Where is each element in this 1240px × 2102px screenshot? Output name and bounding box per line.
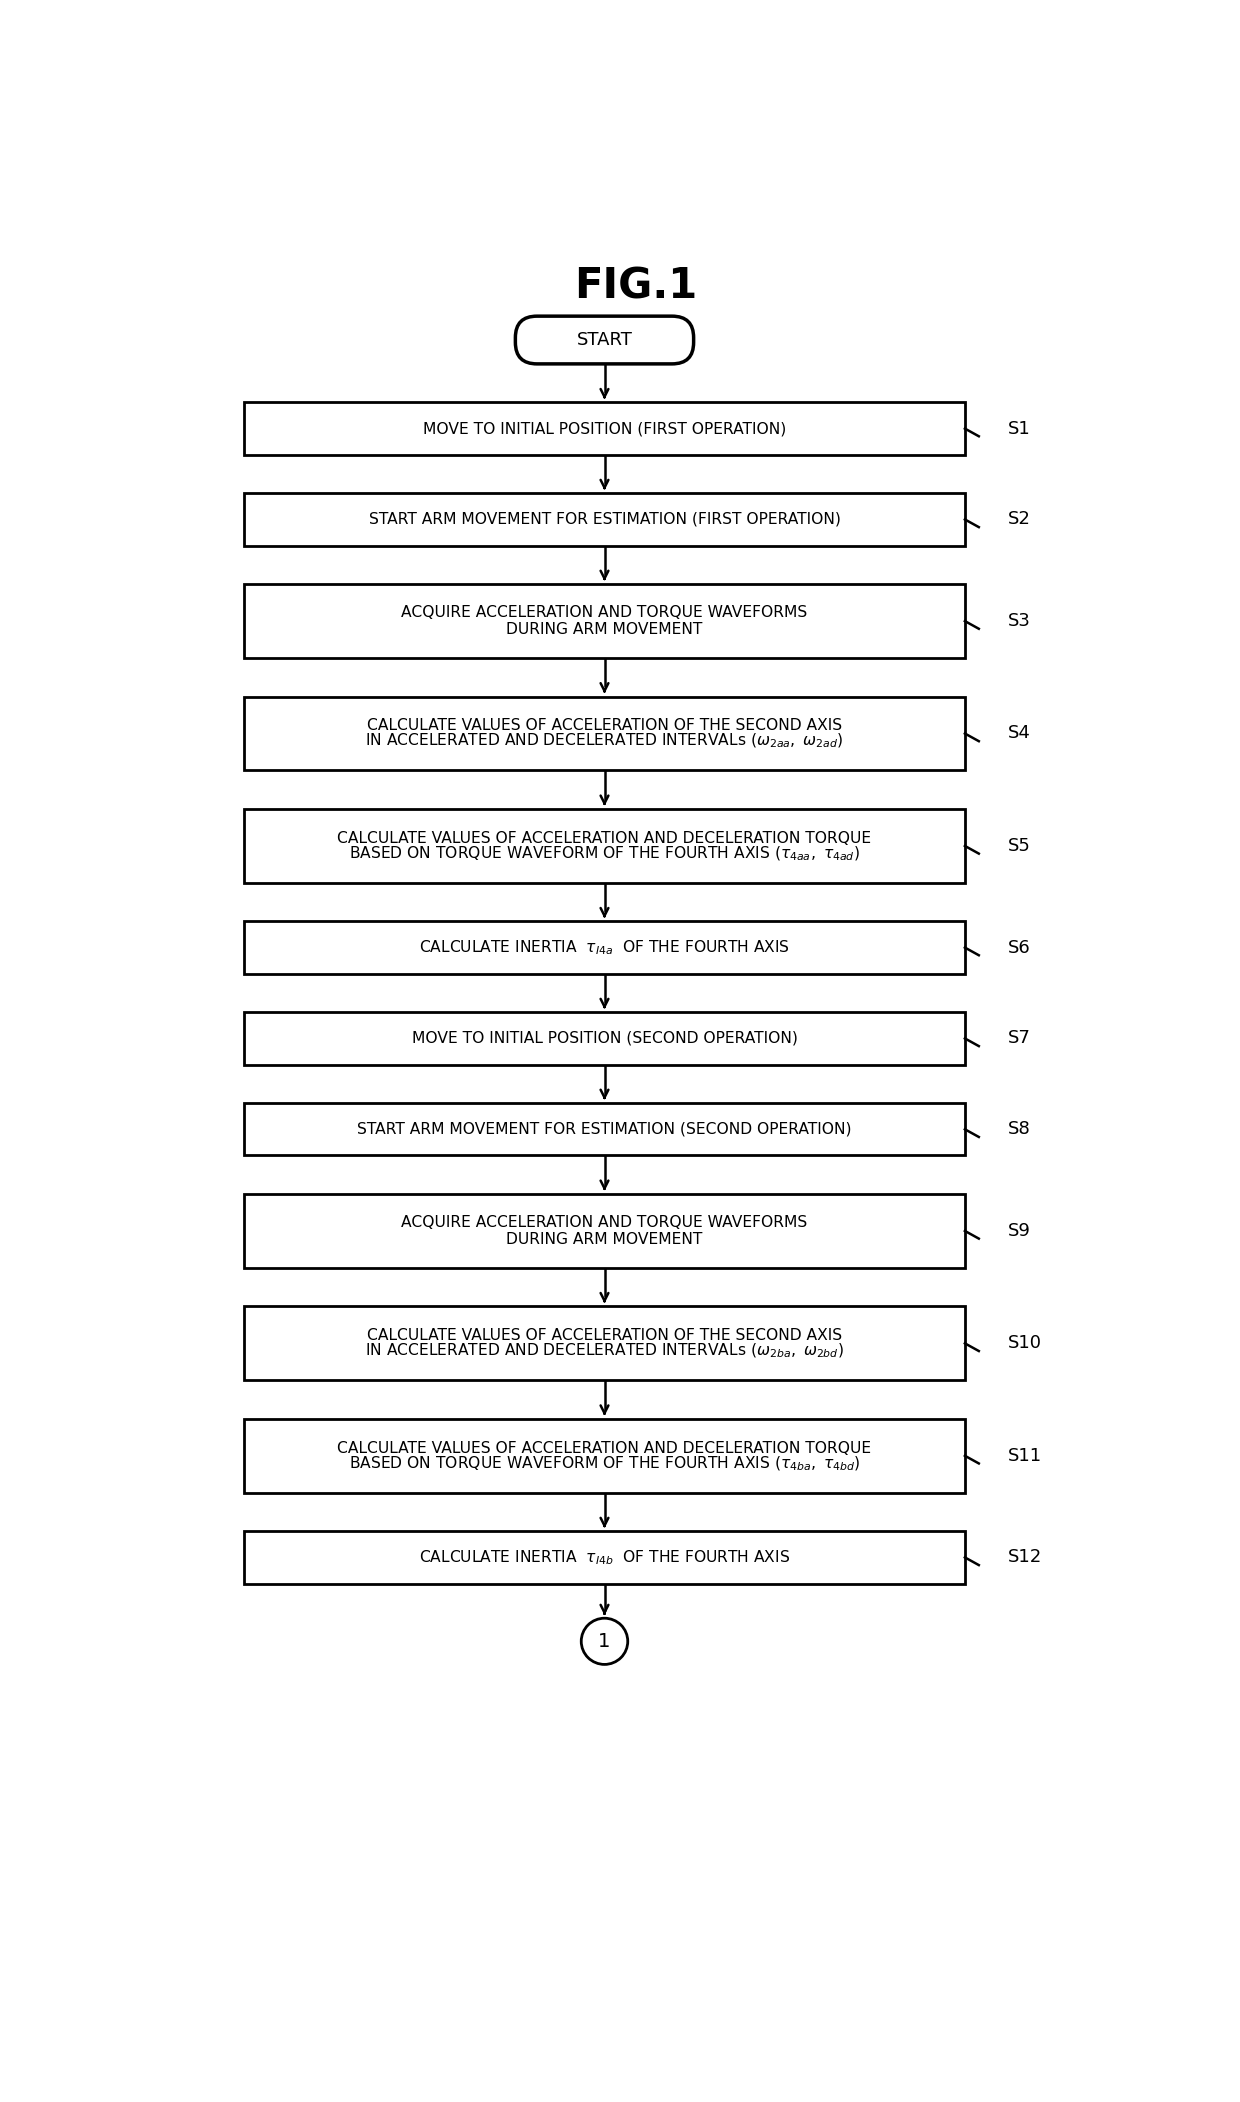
Bar xyxy=(244,1104,965,1156)
Text: CALCULATE VALUES OF ACCELERATION OF THE SECOND AXIS: CALCULATE VALUES OF ACCELERATION OF THE … xyxy=(367,1328,842,1343)
Text: CALCULATE VALUES OF ACCELERATION OF THE SECOND AXIS: CALCULATE VALUES OF ACCELERATION OF THE … xyxy=(367,719,842,734)
Bar xyxy=(244,1419,965,1492)
Bar xyxy=(244,921,965,973)
Text: START ARM MOVEMENT FOR ESTIMATION (FIRST OPERATION): START ARM MOVEMENT FOR ESTIMATION (FIRST… xyxy=(368,513,841,528)
Text: CALCULATE INERTIA  $\tau_{I4a}$  OF THE FOURTH AXIS: CALCULATE INERTIA $\tau_{I4a}$ OF THE FO… xyxy=(419,937,790,956)
Text: S1: S1 xyxy=(1007,420,1030,437)
Text: MOVE TO INITIAL POSITION (SECOND OPERATION): MOVE TO INITIAL POSITION (SECOND OPERATI… xyxy=(412,1030,797,1047)
Text: S6: S6 xyxy=(1007,940,1030,956)
Bar xyxy=(244,696,965,771)
Text: S2: S2 xyxy=(1007,511,1030,528)
Text: CALCULATE VALUES OF ACCELERATION AND DECELERATION TORQUE: CALCULATE VALUES OF ACCELERATION AND DEC… xyxy=(337,830,872,845)
Text: ACQUIRE ACCELERATION AND TORQUE WAVEFORMS
DURING ARM MOVEMENT: ACQUIRE ACCELERATION AND TORQUE WAVEFORM… xyxy=(402,1215,807,1246)
Text: S12: S12 xyxy=(1007,1549,1042,1566)
Text: START ARM MOVEMENT FOR ESTIMATION (SECOND OPERATION): START ARM MOVEMENT FOR ESTIMATION (SECON… xyxy=(357,1122,852,1137)
Text: S11: S11 xyxy=(1007,1446,1042,1465)
Text: BASED ON TORQUE WAVEFORM OF THE FOURTH AXIS ($\tau_{4ba},\ \tau_{4bd}$): BASED ON TORQUE WAVEFORM OF THE FOURTH A… xyxy=(348,1455,861,1474)
FancyBboxPatch shape xyxy=(516,315,693,364)
Text: S9: S9 xyxy=(1007,1221,1030,1240)
Circle shape xyxy=(582,1619,627,1665)
Text: S4: S4 xyxy=(1007,725,1030,742)
Bar xyxy=(244,1305,965,1381)
Bar xyxy=(244,1194,965,1268)
Text: S10: S10 xyxy=(1007,1335,1042,1352)
Bar xyxy=(244,401,965,454)
Text: FIG.1: FIG.1 xyxy=(574,265,697,307)
Text: S7: S7 xyxy=(1007,1030,1030,1047)
Bar xyxy=(244,1530,965,1583)
Bar xyxy=(244,494,965,547)
Text: START: START xyxy=(577,330,632,349)
Text: MOVE TO INITIAL POSITION (FIRST OPERATION): MOVE TO INITIAL POSITION (FIRST OPERATIO… xyxy=(423,420,786,435)
Text: CALCULATE INERTIA  $\tau_{I4b}$  OF THE FOURTH AXIS: CALCULATE INERTIA $\tau_{I4b}$ OF THE FO… xyxy=(419,1547,790,1566)
Bar xyxy=(244,584,965,658)
Text: ACQUIRE ACCELERATION AND TORQUE WAVEFORMS
DURING ARM MOVEMENT: ACQUIRE ACCELERATION AND TORQUE WAVEFORM… xyxy=(402,605,807,637)
Bar xyxy=(244,809,965,883)
Text: S3: S3 xyxy=(1007,612,1030,631)
Bar xyxy=(244,1013,965,1064)
Text: IN ACCELERATED AND DECELERATED INTERVALs ($\omega_{2ba},\ \omega_{2bd}$): IN ACCELERATED AND DECELERATED INTERVALs… xyxy=(365,1341,844,1360)
Text: IN ACCELERATED AND DECELERATED INTERVALs ($\omega_{2aa},\ \omega_{2ad}$): IN ACCELERATED AND DECELERATED INTERVALs… xyxy=(366,731,843,750)
Text: CALCULATE VALUES OF ACCELERATION AND DECELERATION TORQUE: CALCULATE VALUES OF ACCELERATION AND DEC… xyxy=(337,1440,872,1455)
Text: S5: S5 xyxy=(1007,837,1030,856)
Text: S8: S8 xyxy=(1007,1120,1030,1139)
Text: BASED ON TORQUE WAVEFORM OF THE FOURTH AXIS ($\tau_{4aa},\ \tau_{4ad}$): BASED ON TORQUE WAVEFORM OF THE FOURTH A… xyxy=(348,845,861,862)
Text: 1: 1 xyxy=(599,1631,610,1650)
